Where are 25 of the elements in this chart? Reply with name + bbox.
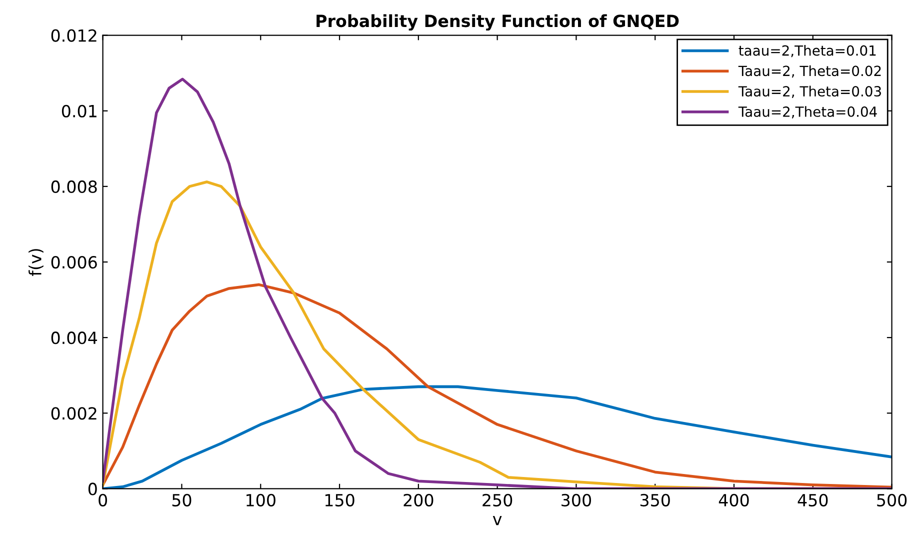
y-tick-label: 0 — [88, 482, 97, 496]
x-tick-label: 150 — [325, 494, 354, 506]
x-tick-label: 450 — [798, 494, 828, 506]
x-tick-label: 250 — [482, 494, 512, 506]
y-tick-label: 0.01 — [62, 104, 96, 118]
chart-title: Probability Density Function of GNQED — [316, 14, 679, 31]
x-tick-label: 50 — [172, 494, 192, 506]
y-tick-label: 0.008 — [51, 180, 97, 193]
x-axis-title: v — [492, 516, 502, 526]
y-tick-label: 0.002 — [51, 407, 96, 420]
x-tick-label: 350 — [640, 494, 670, 506]
legend-label: Taau=2,Theta=0.04 — [738, 106, 877, 118]
x-tick-label: 200 — [404, 494, 434, 506]
legend-label: Taau=2, Theta=0.02 — [738, 65, 881, 78]
legend-label: Taau=2, Theta=0.03 — [738, 86, 881, 98]
y-tick-label: 0.012 — [51, 29, 96, 42]
x-tick-label: 300 — [562, 494, 592, 506]
y-tick-label: 0.004 — [51, 332, 98, 344]
x-tick-label: 100 — [246, 494, 276, 506]
x-tick-label: 0 — [98, 494, 108, 506]
y-tick-label: 0.006 — [51, 256, 97, 269]
y-axis-title: f(v) — [28, 249, 44, 276]
x-tick-label: 500 — [877, 494, 907, 506]
legend-label: taau=2,Theta=0.01 — [738, 45, 876, 58]
x-tick-label: 400 — [718, 494, 749, 506]
